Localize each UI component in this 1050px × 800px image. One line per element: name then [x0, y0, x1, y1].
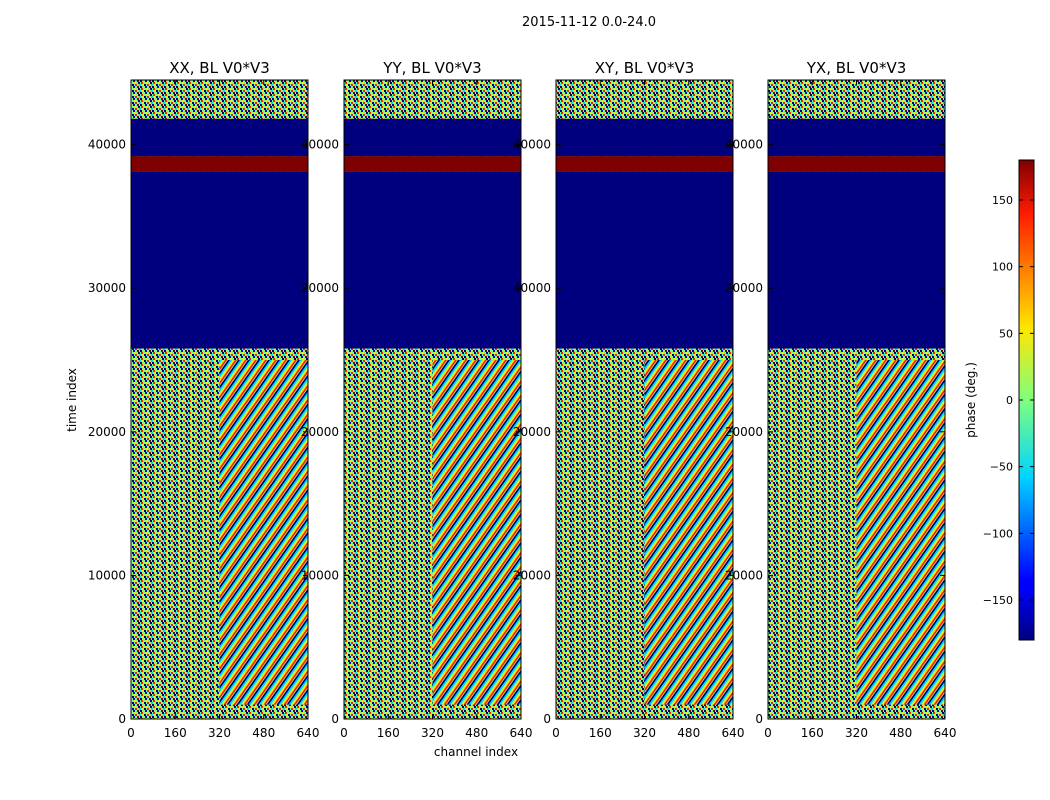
y-tick-label: 10000 [88, 568, 126, 582]
y-tick-label: 10000 [301, 568, 339, 582]
flagged-block [131, 118, 308, 157]
x-tick-label: 0 [552, 726, 560, 740]
y-tick-label: 20000 [301, 425, 339, 439]
x-tick-label: 320 [633, 726, 656, 740]
flagged-block [131, 156, 308, 172]
y-tick-label: 0 [543, 712, 551, 726]
panel-title: XX, BL V0*V3 [169, 59, 270, 77]
x-tick-label: 640 [934, 726, 957, 740]
x-tick-label: 640 [510, 726, 533, 740]
flagged-block [768, 156, 945, 172]
y-tick-label: 20000 [301, 281, 339, 295]
x-tick-label: 0 [127, 726, 135, 740]
x-tick-label: 160 [589, 726, 612, 740]
flagged-block [556, 171, 733, 349]
y-tick-label: 0 [118, 712, 126, 726]
colorbar-tick-label: −100 [983, 527, 1013, 540]
colorbar-tick-label: 100 [992, 261, 1013, 274]
colorbar-label: phase (deg.) [964, 362, 978, 438]
colorbar-tick-label: 0 [1006, 394, 1013, 407]
y-tick-label: 0 [331, 712, 339, 726]
y-tick-label: 40000 [88, 138, 126, 152]
panel-1: XX, BL V0*V3 0 160 320 480 640 0 10000 20000 3000… [88, 59, 320, 740]
colorbar: 150 100 50 0 −50 −100 −150 phase (deg.) [964, 159, 1035, 641]
flagged-block [768, 171, 945, 349]
x-tick-label: 480 [252, 726, 275, 740]
x-axis-label: channel index [434, 745, 518, 759]
y-tick-label: 30000 [88, 281, 126, 295]
x-tick-label: 160 [377, 726, 400, 740]
flagged-block [556, 118, 733, 157]
panel-3: XY, BL V0*V3 0 160 320 480 640 0 20000 20000 4000… [513, 59, 745, 740]
flagged-block [344, 156, 521, 172]
panel-title: YY, BL V0*V3 [382, 59, 481, 77]
x-tick-label: 640 [297, 726, 320, 740]
x-tick-label: 640 [722, 726, 745, 740]
flagged-block [768, 118, 945, 157]
x-tick-label: 160 [164, 726, 187, 740]
y-tick-label: 40000 [301, 138, 339, 152]
panel-title: YX, BL V0*V3 [806, 59, 907, 77]
y-tick-label: 20000 [725, 425, 763, 439]
y-tick-label: 20000 [513, 568, 551, 582]
x-tick-label: 320 [421, 726, 444, 740]
fringe-region [432, 360, 521, 705]
x-tick-label: 320 [845, 726, 868, 740]
y-tick-label: 20000 [725, 281, 763, 295]
panel-2: YY, BL V0*V3 0 160 320 480 640 0 10000 20000 2000… [301, 59, 533, 740]
y-tick-label: 20000 [725, 568, 763, 582]
colorbar-tick-label: −50 [990, 461, 1013, 474]
y-tick-label: 0 [755, 712, 763, 726]
x-tick-label: 480 [465, 726, 488, 740]
x-tick-label: 480 [889, 726, 912, 740]
flagged-block [344, 118, 521, 157]
colorbar-tick-label: 150 [992, 194, 1013, 207]
colorbar-tick-label: 50 [999, 327, 1013, 340]
colorbar-tick-label: −150 [983, 594, 1013, 607]
flagged-block [556, 156, 733, 172]
y-tick-label: 20000 [88, 425, 126, 439]
y-tick-label: 20000 [513, 425, 551, 439]
y-tick-label: 40000 [513, 281, 551, 295]
x-tick-label: 0 [764, 726, 772, 740]
panel-4: YX, BL V0*V3 0 160 320 480 640 0 20000 20000 2000… [725, 59, 957, 740]
flagged-block [344, 171, 521, 349]
y-tick-label: 40000 [513, 138, 551, 152]
x-tick-label: 0 [340, 726, 348, 740]
figure-suptitle: 2015-11-12 0.0-24.0 [522, 15, 656, 30]
fringe-region [856, 360, 945, 705]
x-tick-label: 320 [208, 726, 231, 740]
y-tick-label: 40000 [725, 138, 763, 152]
panel-title: XY, BL V0*V3 [595, 59, 695, 77]
fringe-region [644, 360, 733, 705]
flagged-block [131, 171, 308, 349]
y-axis-label: time index [65, 368, 79, 432]
fringe-region [219, 360, 308, 705]
x-tick-label: 160 [801, 726, 824, 740]
x-tick-label: 480 [677, 726, 700, 740]
